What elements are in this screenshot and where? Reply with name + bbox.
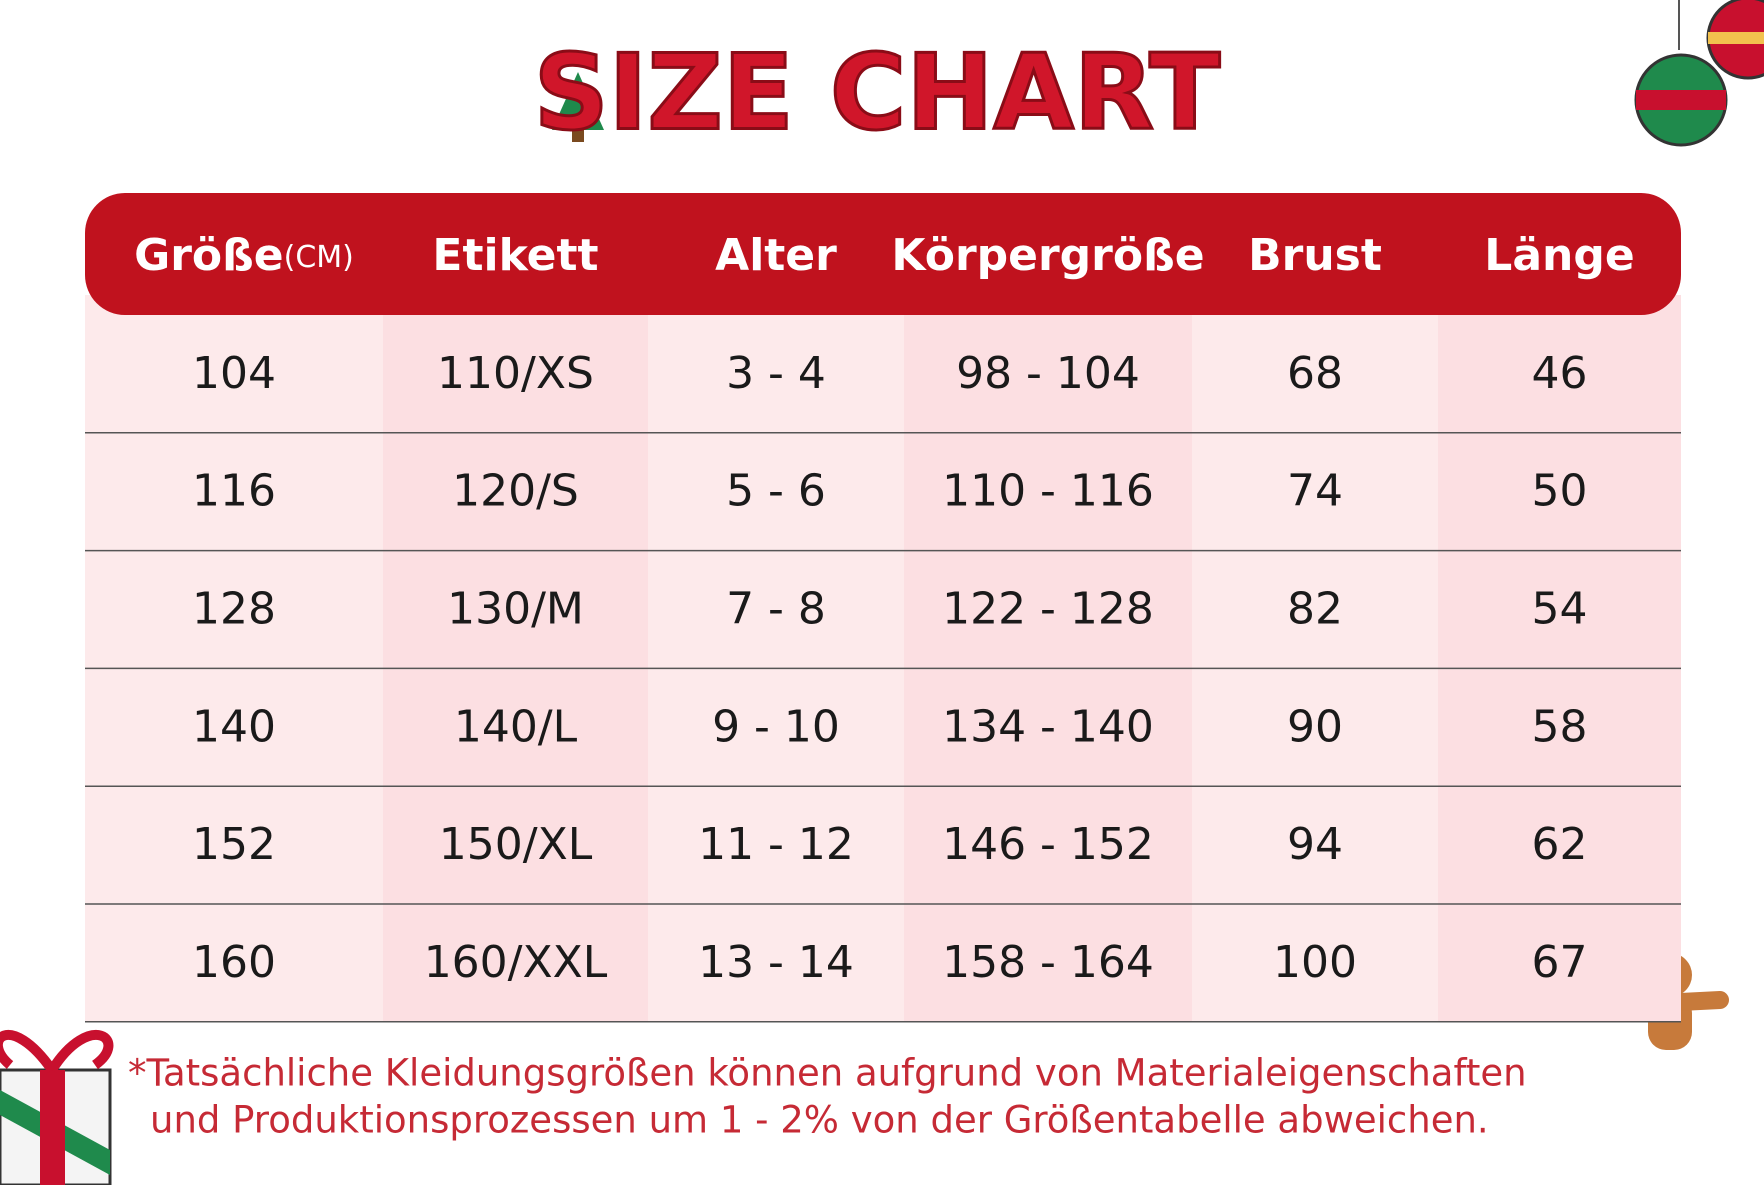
size-table: Größe(CM) Etikett Alter Körpergröße Brust Län… [85, 193, 1681, 1023]
header-cell: Etikett [432, 230, 598, 281]
table-cell: 122 - 128 [942, 584, 1154, 635]
table-cell: 100 [1273, 937, 1357, 988]
header-cell: Größe(CM) [134, 230, 354, 281]
table-cell: 11 - 12 [698, 819, 854, 870]
table-cell: 152 [192, 819, 276, 870]
title: SIZE CHART [534, 31, 1221, 153]
table-cell: 146 - 152 [942, 819, 1154, 870]
table-cell: 104 [192, 348, 276, 399]
table-cell: 116 [192, 466, 276, 517]
column-bg [904, 295, 1192, 1022]
table-cell: 68 [1287, 348, 1343, 399]
column-bg [1192, 295, 1438, 1022]
header-cell: Körpergröße [891, 230, 1204, 281]
header-label: Etikett [432, 230, 598, 281]
title-tree [552, 72, 604, 142]
table-cell: 150/XL [439, 819, 593, 870]
table-cell: 94 [1287, 819, 1343, 870]
table-cell: 82 [1287, 584, 1343, 635]
table-cell: 98 - 104 [956, 348, 1140, 399]
table-cell: 128 [192, 584, 276, 635]
column-bg [1438, 295, 1681, 1022]
table-cell: 140 [192, 701, 276, 752]
ornaments [1634, 0, 1764, 147]
table-cell: 5 - 6 [726, 466, 826, 517]
table-cell: 160 [192, 937, 276, 988]
column-bg [648, 295, 904, 1022]
header-cell: Alter [715, 230, 837, 281]
table-cell: 50 [1532, 466, 1588, 517]
header-label: Alter [715, 230, 837, 281]
table-cell: 120/S [452, 466, 579, 517]
header-label: Länge [1484, 230, 1634, 281]
header-cell: Länge [1484, 230, 1634, 281]
table-cell: 9 - 10 [712, 701, 840, 752]
footnote-line: und Produktionsprozessen um 1 - 2% von d… [150, 1099, 1489, 1142]
header-label: Größe [134, 230, 284, 281]
table-cell: 140/L [454, 701, 578, 752]
table-cell: 160/XXL [424, 937, 608, 988]
table-cell: 54 [1532, 584, 1588, 635]
table-cell: 3 - 4 [726, 348, 826, 399]
header-cell: Brust [1248, 230, 1382, 281]
table-cell: 158 - 164 [942, 937, 1154, 988]
header-label: Körpergröße [891, 230, 1204, 281]
table-cell: 90 [1287, 701, 1343, 752]
table-cell: 110 - 116 [942, 466, 1154, 517]
table-cell: 134 - 140 [942, 701, 1154, 752]
table-cell: 62 [1532, 819, 1588, 870]
column-bg [383, 295, 648, 1022]
table-cell: 7 - 8 [726, 584, 826, 635]
column-bg [85, 295, 383, 1022]
header-unit: (CM) [284, 240, 354, 275]
table-cell: 74 [1287, 466, 1343, 517]
table-cell: 67 [1532, 937, 1588, 988]
gift-box [0, 1030, 114, 1185]
header-bg [85, 193, 1681, 315]
table-cell: 46 [1532, 348, 1588, 399]
footnote-line: *Tatsächliche Kleidungsgrößen können auf… [128, 1052, 1527, 1095]
table-cell: 58 [1532, 701, 1588, 752]
table-cell: 13 - 14 [698, 937, 854, 988]
header-label: Brust [1248, 230, 1382, 281]
table-cell: 110/XS [437, 348, 594, 399]
table-cell: 130/M [447, 584, 584, 635]
